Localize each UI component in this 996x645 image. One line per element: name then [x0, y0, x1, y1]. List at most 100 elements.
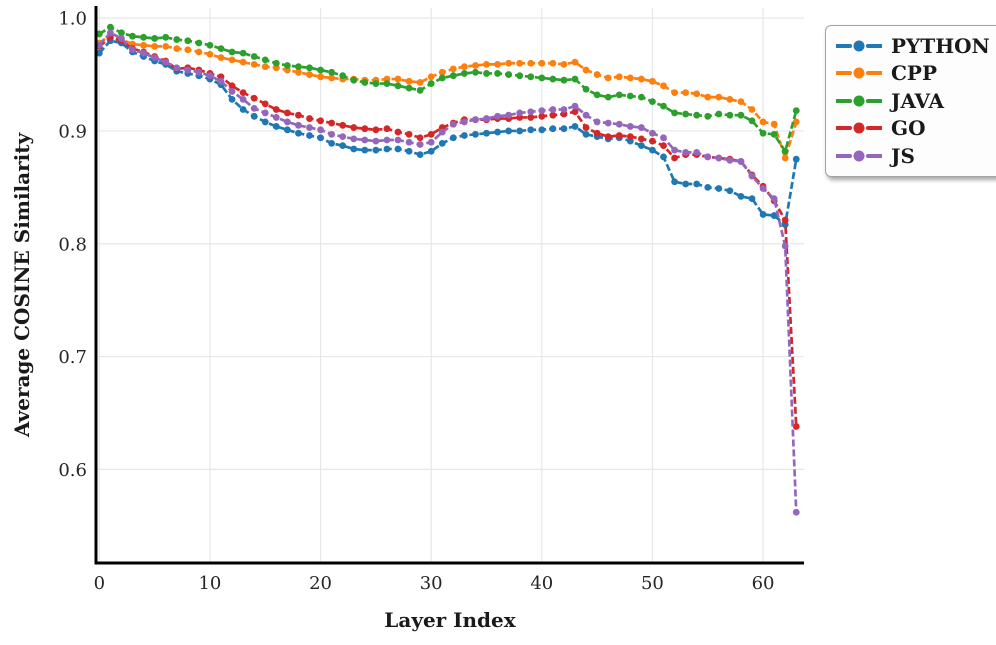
- x-tick-label: 50: [641, 573, 664, 594]
- legend: PYTHON CPP JAVA GO JS: [825, 25, 996, 177]
- x-tick-label: 0: [94, 573, 105, 594]
- data-point: [560, 76, 568, 84]
- x-tick-label: 30: [420, 573, 443, 594]
- data-point: [272, 106, 280, 113]
- data-point: [704, 153, 712, 161]
- data-point: [449, 65, 457, 73]
- data-point: [394, 75, 402, 83]
- data-point: [95, 49, 103, 57]
- legend-label: PYTHON: [891, 33, 990, 58]
- data-point: [261, 100, 269, 108]
- data-point: [615, 73, 623, 81]
- data-point: [693, 180, 701, 188]
- data-point: [118, 29, 125, 37]
- data-point: [494, 61, 501, 68]
- data-point: [416, 86, 424, 94]
- y-tick-label: 1.0: [58, 9, 87, 30]
- data-point: [460, 70, 468, 77]
- data-point: [538, 112, 546, 120]
- data-point: [715, 185, 723, 192]
- data-point: [460, 63, 468, 71]
- data-point: [593, 91, 601, 99]
- data-point: [361, 125, 369, 133]
- data-point: [184, 46, 192, 54]
- data-point: [217, 77, 225, 85]
- data-point: [250, 104, 258, 112]
- data-point: [416, 79, 424, 86]
- data-point: [427, 138, 435, 146]
- data-point: [483, 129, 490, 137]
- data-point: [217, 54, 225, 62]
- data-point: [328, 139, 336, 147]
- data-point: [715, 110, 723, 118]
- data-point: [582, 66, 590, 74]
- data-point: [328, 119, 336, 127]
- data-point: [549, 111, 557, 119]
- series-JAVA: [95, 23, 800, 155]
- data-point: [538, 126, 546, 134]
- data-point: [328, 130, 336, 138]
- series-line: [98, 39, 798, 226]
- legend-item-GO: GO: [836, 115, 990, 143]
- data-point: [449, 72, 457, 80]
- data-point: [250, 94, 258, 102]
- data-point: [660, 142, 667, 150]
- x-axis-title: Layer Index: [384, 608, 516, 632]
- data-point: [361, 79, 369, 86]
- legend-item-PYTHON: PYTHON: [836, 32, 990, 60]
- data-point: [626, 133, 634, 140]
- data-point: [383, 125, 391, 133]
- data-point: [95, 41, 103, 49]
- data-point: [394, 128, 402, 136]
- data-point: [283, 109, 291, 117]
- data-point: [649, 98, 656, 106]
- data-point: [549, 106, 557, 113]
- series-JS: [95, 29, 800, 516]
- data-point: [626, 92, 634, 100]
- data-point: [571, 108, 579, 116]
- data-point: [649, 146, 656, 154]
- data-point: [250, 112, 258, 120]
- legend-item-JAVA: JAVA: [836, 87, 990, 115]
- data-point: [405, 77, 413, 85]
- data-point: [151, 54, 159, 62]
- data-point: [383, 80, 391, 87]
- data-point: [726, 95, 734, 103]
- data-point: [372, 80, 380, 87]
- data-point: [748, 172, 756, 180]
- data-point: [361, 136, 369, 144]
- data-point: [438, 139, 446, 147]
- data-point: [261, 63, 269, 71]
- data-point: [637, 135, 645, 143]
- data-point: [438, 74, 446, 82]
- data-point: [328, 74, 336, 82]
- data-point: [560, 125, 568, 133]
- data-point: [682, 89, 690, 97]
- data-point: [206, 50, 214, 58]
- data-point: [449, 134, 457, 142]
- data-point: [383, 136, 391, 144]
- data-point: [184, 66, 192, 74]
- data-point: [726, 156, 734, 164]
- data-point: [405, 84, 413, 92]
- data-point: [106, 23, 114, 31]
- data-point: [394, 136, 402, 144]
- data-point: [593, 118, 601, 126]
- data-point: [549, 75, 557, 83]
- data-point: [317, 126, 324, 134]
- data-point: [239, 106, 247, 113]
- legend-item-JS: JS: [836, 142, 990, 170]
- data-point: [604, 119, 612, 127]
- data-point: [626, 74, 634, 82]
- data-point: [737, 111, 745, 119]
- data-point: [350, 135, 358, 143]
- data-point: [361, 146, 369, 154]
- data-point: [516, 59, 524, 67]
- legend-label: JAVA: [891, 88, 945, 113]
- data-point: [405, 130, 413, 138]
- data-point: [151, 42, 159, 50]
- data-point: [682, 110, 690, 118]
- data-point: [693, 111, 701, 119]
